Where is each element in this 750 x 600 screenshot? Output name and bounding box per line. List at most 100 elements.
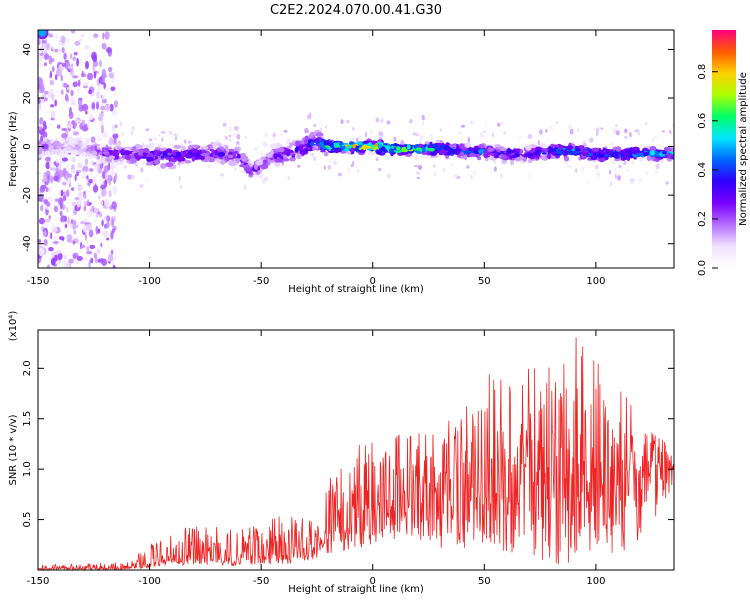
heatmap-noise-cell [70, 66, 74, 76]
heatmap-noise-cell [47, 33, 53, 37]
y-tick-label: 2.0 [22, 360, 33, 376]
heatmap-noise-cell [272, 132, 276, 138]
heatmap-noise-cell [45, 156, 51, 162]
colorbar-tick-label: 0.8 [697, 64, 708, 80]
heatmap-noise-cell [422, 120, 425, 127]
x-tick-label: 50 [478, 576, 491, 587]
heatmap-noise-cell [39, 117, 44, 126]
heatmap-noise-cell [89, 168, 94, 172]
heatmap-ridge-cell [286, 145, 292, 149]
heatmap-noise-cell [38, 153, 42, 158]
heatmap-ridge-cell [241, 158, 248, 162]
heatmap-noise-cell [577, 127, 580, 132]
heatmap-noise-cell [233, 132, 236, 138]
heatmap-noise-cell [83, 218, 89, 223]
heatmap-noise-cell [638, 177, 642, 183]
heatmap-noise-cell [63, 254, 67, 260]
heatmap-noise-cell [84, 257, 88, 261]
heatmap-ridge-cell [439, 149, 447, 155]
heatmap-noise-cell [100, 184, 106, 190]
heatmap-noise-cell [67, 86, 71, 91]
heatmap-ridge-cell [68, 140, 75, 146]
heatmap-noise-cell [234, 125, 239, 131]
heatmap-noise-cell [386, 173, 391, 179]
x-tick-label: 0 [370, 576, 376, 587]
heatmap-ridge-cell [174, 151, 182, 158]
heatmap-noise-cell [60, 35, 66, 44]
heatmap-noise-cell [352, 127, 355, 131]
heatmap-ridge-cell [289, 156, 296, 162]
heatmap-noise-cell [108, 177, 112, 186]
heatmap-ridge-cell [116, 146, 123, 150]
heatmap-ridge-cell [227, 154, 234, 159]
heatmap-ridge-cell [228, 161, 237, 167]
heatmap-ridge-cell [548, 146, 554, 151]
heatmap-noise-cell [262, 180, 266, 184]
heatmap-noise-cell [154, 137, 157, 141]
heatmap-noise-cell [375, 117, 380, 123]
spectrogram-y-axis-label: Frequency (Hz) [8, 111, 19, 187]
heatmap-noise-cell [634, 129, 639, 133]
heatmap-noise-cell [555, 121, 559, 124]
heatmap-ridge-cell [463, 154, 468, 161]
heatmap-ridge-cell [154, 150, 160, 157]
heatmap-noise-cell [386, 120, 391, 125]
heatmap-noise-cell [633, 178, 636, 182]
heatmap-ridge-cell [390, 149, 395, 153]
heatmap-noise-cell [629, 180, 634, 185]
heatmap-ridge-cell [270, 149, 274, 155]
heatmap-noise-cell [50, 110, 56, 119]
heatmap-ridge-cell [591, 147, 600, 153]
heatmap-noise-cell [333, 160, 338, 166]
heatmap-noise-cell [409, 118, 413, 124]
heatmap-ridge-cell [427, 147, 435, 152]
heatmap-noise-cell [73, 230, 77, 235]
heatmap-ridge-cell [531, 155, 535, 159]
heatmap-noise-cell [624, 128, 628, 133]
heatmap-ridge-cell [350, 148, 354, 153]
heatmap-ridge-cell [296, 153, 302, 160]
heatmap-noise-cell [72, 131, 80, 136]
heatmap-ridge-cell [191, 156, 196, 162]
heatmap-noise-cell [106, 215, 111, 222]
heatmap-noise-cell [53, 175, 59, 182]
heatmap-noise-cell [88, 89, 92, 95]
x-tick-label: 100 [586, 276, 605, 287]
heatmap-noise-cell [44, 62, 47, 67]
heatmap-noise-cell [54, 260, 60, 265]
heatmap-ridge-cell [84, 140, 90, 146]
heatmap-ridge-cell [192, 152, 201, 158]
heatmap-noise-cell [187, 140, 192, 144]
heatmap-noise-cell [70, 219, 74, 225]
heatmap-ridge-cell [396, 146, 401, 151]
heatmap-noise-cell [72, 222, 77, 230]
colorbar-tick-label: 0.0 [697, 260, 708, 276]
heatmap-ridge-cell [488, 146, 492, 152]
heatmap-noise-cell [600, 127, 603, 130]
heatmap-ridge-cell [338, 142, 344, 146]
heatmap-ridge-cell [143, 148, 150, 153]
heatmap-noise-cell [61, 133, 68, 139]
heatmap-noise-cell [84, 233, 87, 241]
heatmap-noise-cell [102, 32, 105, 40]
heatmap-noise-cell [493, 166, 497, 172]
y-tick-label: 0.5 [22, 512, 33, 528]
heatmap-ridge-cell [459, 143, 465, 150]
heatmap-noise-cell [38, 126, 43, 131]
heatmap-noise-cell [68, 111, 74, 119]
heatmap-noise-cell [87, 199, 90, 207]
heatmap-noise-cell [306, 114, 312, 120]
heatmap-noise-cell [54, 99, 58, 107]
heatmap-ridge-cell [71, 149, 79, 155]
heatmap-ridge-cell [269, 143, 277, 149]
heatmap-noise-cell [38, 239, 42, 243]
heatmap-noise-cell [95, 213, 99, 218]
heatmap-ridge-cell [453, 143, 457, 149]
heatmap-noise-cell [313, 123, 316, 127]
heatmap-noise-cell [234, 167, 237, 172]
heatmap-noise-cell [61, 157, 68, 162]
heatmap-noise-cell [62, 81, 64, 89]
x-tick-label: 100 [586, 576, 605, 587]
heatmap-ridge-cell [547, 153, 552, 160]
heatmap-noise-cell [56, 250, 62, 254]
